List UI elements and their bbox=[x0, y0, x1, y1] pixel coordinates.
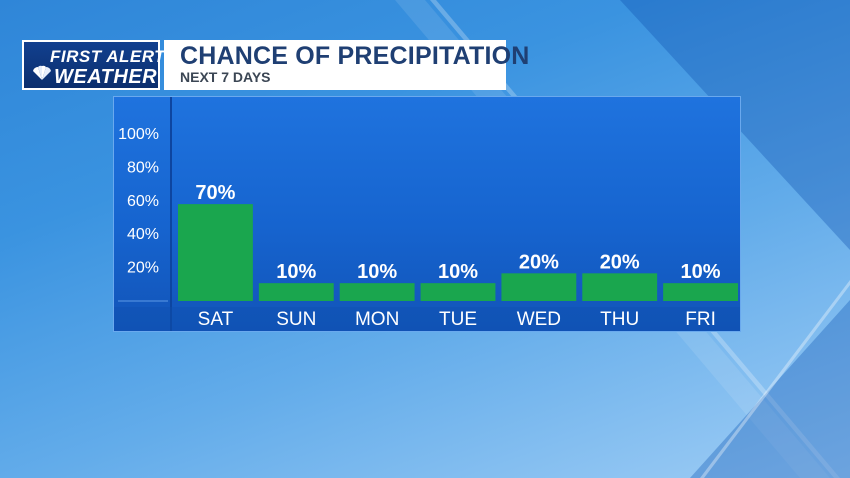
x-axis-band bbox=[114, 307, 740, 331]
x-tick-label-sun: SUN bbox=[276, 309, 316, 330]
bar-tue bbox=[420, 283, 496, 301]
precipitation-bar-chart: 20% 40% 60% 80% 100% 70% SAT 10% SUN 10% MON 10% TUE… bbox=[114, 97, 740, 331]
y-tick-label: 40% bbox=[127, 226, 159, 243]
x-tick-label-thu: THU bbox=[600, 309, 639, 330]
y-tick-label: 80% bbox=[127, 159, 159, 176]
chart-title: CHANCE OF PRECIPITATION bbox=[180, 42, 530, 70]
peacock-icon bbox=[33, 65, 51, 80]
bar-wed bbox=[501, 273, 577, 301]
chart-subtitle: NEXT 7 DAYS bbox=[180, 69, 271, 85]
chart-panel: 20% 40% 60% 80% 100% 70% SAT 10% SUN 10% MON 10% TUE… bbox=[113, 96, 741, 332]
logo-text-first-alert: FIRST ALERT bbox=[50, 47, 166, 66]
x-tick-label-sat: SAT bbox=[198, 309, 234, 330]
data-label-wed: 20% bbox=[519, 251, 559, 273]
y-axis-divider bbox=[170, 97, 172, 331]
x-tick-label-fri: FRI bbox=[685, 309, 716, 330]
x-tick-label-wed: WED bbox=[517, 309, 561, 330]
data-label-fri: 10% bbox=[681, 261, 721, 283]
first-alert-weather-logo: FIRST ALERT WEATHER bbox=[22, 40, 165, 90]
y-tick-label: 60% bbox=[127, 193, 159, 210]
data-label-sun: 10% bbox=[276, 261, 316, 283]
data-label-tue: 10% bbox=[438, 261, 478, 283]
bar-mon bbox=[339, 283, 415, 301]
x-tick-label-tue: TUE bbox=[439, 309, 477, 330]
bar-thu bbox=[582, 273, 658, 301]
title-box: CHANCE OF PRECIPITATION NEXT 7 DAYS bbox=[164, 40, 529, 90]
y-tick-label: 20% bbox=[127, 260, 159, 277]
bar-sat bbox=[178, 204, 253, 301]
data-label-thu: 20% bbox=[600, 251, 640, 273]
data-label-mon: 10% bbox=[357, 261, 397, 283]
bar-sun bbox=[258, 283, 334, 301]
data-label-sat: 70% bbox=[195, 182, 235, 204]
y-tick-label: 100% bbox=[118, 126, 159, 143]
bar-fri bbox=[663, 283, 738, 301]
logo-text-weather: WEATHER bbox=[54, 66, 158, 88]
x-tick-label-mon: MON bbox=[355, 309, 399, 330]
